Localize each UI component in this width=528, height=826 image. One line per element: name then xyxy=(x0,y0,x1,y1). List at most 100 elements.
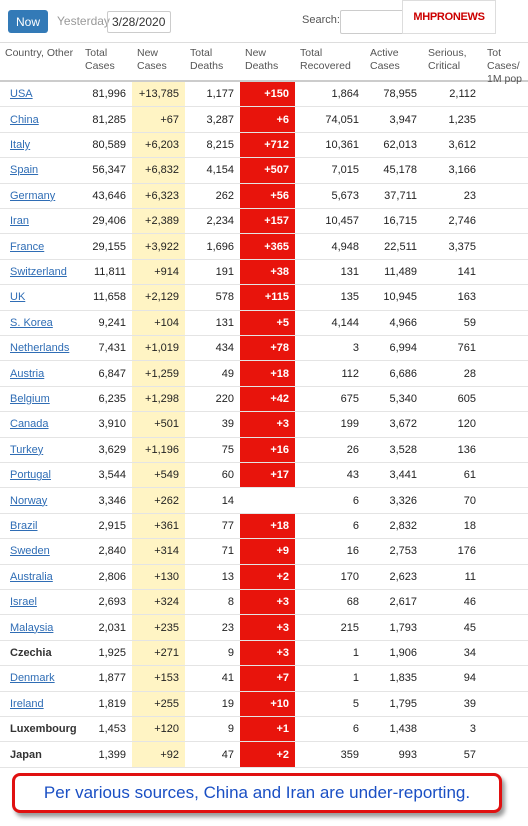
table-cell xyxy=(482,285,528,311)
table-cell xyxy=(482,590,528,616)
table-cell: 1,906 xyxy=(365,641,423,667)
country-name: Czechia xyxy=(0,641,80,667)
table-cell: 578 xyxy=(185,285,240,311)
table-cell: 4,948 xyxy=(295,234,365,260)
table-cell: 7,015 xyxy=(295,158,365,184)
country-name[interactable]: Brazil xyxy=(0,514,80,540)
table-cell: 359 xyxy=(295,742,365,768)
country-name[interactable]: Malaysia xyxy=(0,615,80,641)
column-header[interactable]: Serious, Critical xyxy=(423,42,482,82)
country-name[interactable]: Australia xyxy=(0,565,80,590)
table-cell: 1,819 xyxy=(80,692,132,717)
country-name[interactable]: Norway xyxy=(0,488,80,514)
table-cell: 993 xyxy=(365,742,423,768)
country-name[interactable]: Switzerland xyxy=(0,260,80,286)
table-cell: +262 xyxy=(132,488,185,514)
table-cell: 6,235 xyxy=(80,387,132,413)
table-cell: 39 xyxy=(423,692,482,717)
date-box: 3/28/2020 xyxy=(107,11,171,33)
column-header[interactable]: Total Recovered xyxy=(295,42,365,82)
table-cell: 2,746 xyxy=(423,209,482,235)
now-button[interactable]: Now xyxy=(8,10,48,33)
table-cell: +56 xyxy=(240,183,295,209)
table-cell: 434 xyxy=(185,336,240,362)
table-cell: 9 xyxy=(185,641,240,667)
table-cell xyxy=(482,311,528,336)
country-name[interactable]: Spain xyxy=(0,158,80,184)
table-cell: 3,672 xyxy=(365,412,423,438)
table-cell: 131 xyxy=(295,260,365,286)
table-cell: 18 xyxy=(423,514,482,540)
yesterday-tab[interactable]: Yesterday xyxy=(57,14,110,28)
table-cell: 46 xyxy=(423,590,482,616)
table-cell: +235 xyxy=(132,615,185,641)
table-cell: 2,693 xyxy=(80,590,132,616)
table-cell xyxy=(482,133,528,159)
table-cell: 761 xyxy=(423,336,482,362)
country-name[interactable]: Denmark xyxy=(0,666,80,692)
table-cell: +507 xyxy=(240,158,295,184)
table-cell: 61 xyxy=(423,463,482,489)
table-cell: 10,361 xyxy=(295,133,365,159)
column-header[interactable]: Total Cases xyxy=(80,42,132,82)
table-cell: 74,051 xyxy=(295,107,365,133)
country-name[interactable]: Sweden xyxy=(0,539,80,565)
table-cell: 199 xyxy=(295,412,365,438)
country-name[interactable]: Turkey xyxy=(0,438,80,463)
column-header[interactable]: Country, Other xyxy=(0,42,80,82)
country-name[interactable]: Canada xyxy=(0,412,80,438)
table-cell: +120 xyxy=(132,717,185,743)
table-cell: +1,019 xyxy=(132,336,185,362)
table-cell xyxy=(482,717,528,743)
table-cell: 2,753 xyxy=(365,539,423,565)
column-header[interactable]: Active Cases xyxy=(365,42,423,82)
table-cell: 675 xyxy=(295,387,365,413)
table-cell: 1,177 xyxy=(185,82,240,108)
table-cell: 29,155 xyxy=(80,234,132,260)
table-cell: 262 xyxy=(185,184,240,209)
table-cell: 70 xyxy=(423,488,482,514)
table-cell: 1,399 xyxy=(80,742,132,768)
country-name[interactable]: Italy xyxy=(0,133,80,159)
table-cell: 77 xyxy=(185,514,240,540)
table-cell: 5,340 xyxy=(365,387,423,413)
table-cell: 23 xyxy=(185,615,240,641)
table-cell xyxy=(482,615,528,641)
country-name[interactable]: USA xyxy=(0,82,80,108)
table-cell: 1,793 xyxy=(365,615,423,641)
table-cell: 3,528 xyxy=(365,438,423,463)
column-header[interactable]: New Deaths xyxy=(240,42,295,82)
table-cell: 141 xyxy=(423,260,482,286)
country-name[interactable]: S. Korea xyxy=(0,311,80,336)
table-cell: 57 xyxy=(423,742,482,768)
table-cell: 131 xyxy=(185,311,240,336)
country-name[interactable]: Israel xyxy=(0,590,80,616)
table-cell: +361 xyxy=(132,513,185,540)
country-name[interactable]: China xyxy=(0,107,80,133)
table-cell xyxy=(482,488,528,514)
column-header[interactable]: Total Deaths xyxy=(185,42,240,82)
table-cell: 6 xyxy=(295,488,365,514)
table-cell: 19 xyxy=(185,692,240,717)
table-cell: 3,326 xyxy=(365,488,423,514)
column-header[interactable]: New Cases xyxy=(132,42,185,82)
search-label: Search: xyxy=(302,14,340,26)
table-cell: +153 xyxy=(132,666,185,692)
country-name[interactable]: Austria xyxy=(0,361,80,387)
table-cell: 3,346 xyxy=(80,488,132,514)
country-name[interactable]: Portugal xyxy=(0,463,80,489)
table-cell: 68 xyxy=(295,590,365,616)
table-cell: 1,877 xyxy=(80,666,132,692)
country-name[interactable]: Germany xyxy=(0,184,80,209)
country-name[interactable]: France xyxy=(0,234,80,260)
country-name[interactable]: UK xyxy=(0,285,80,311)
table-cell: 37,711 xyxy=(365,184,423,209)
country-name[interactable]: Netherlands xyxy=(0,336,80,362)
column-header[interactable]: Tot Cases/ 1M pop xyxy=(482,42,528,85)
table-cell: +18 xyxy=(240,513,295,540)
table-cell: +2 xyxy=(240,742,295,768)
country-name[interactable]: Ireland xyxy=(0,692,80,717)
country-name[interactable]: Iran xyxy=(0,209,80,235)
table-cell: 62,013 xyxy=(365,133,423,159)
country-name[interactable]: Belgium xyxy=(0,387,80,413)
